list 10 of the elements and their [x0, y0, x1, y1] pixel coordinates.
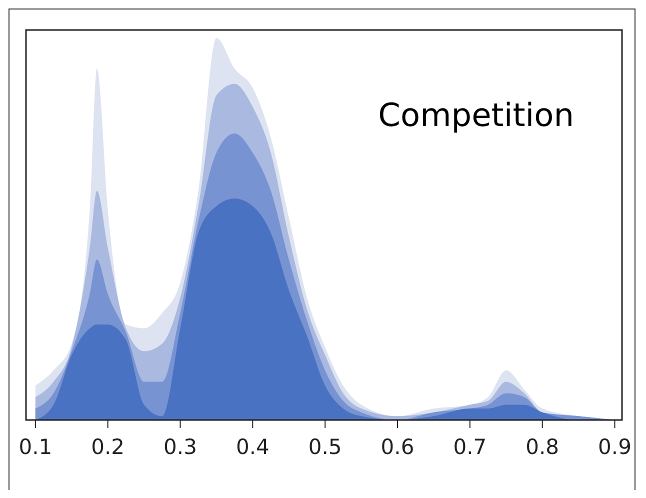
x-tick-label: 0.7 [453, 435, 487, 459]
x-tick-label: 0.1 [18, 435, 52, 459]
x-tick-label: 0.9 [598, 435, 632, 459]
text: Competition [378, 96, 574, 134]
x-tick-label: 0.6 [380, 435, 414, 459]
x-tick-label: 0.8 [526, 435, 560, 459]
x-tick-label: 0.3 [164, 435, 197, 459]
x-tick-label: 0.5 [308, 435, 342, 459]
x-tick-label: 0.4 [236, 435, 270, 459]
x-tick-label: 0.2 [91, 435, 125, 459]
